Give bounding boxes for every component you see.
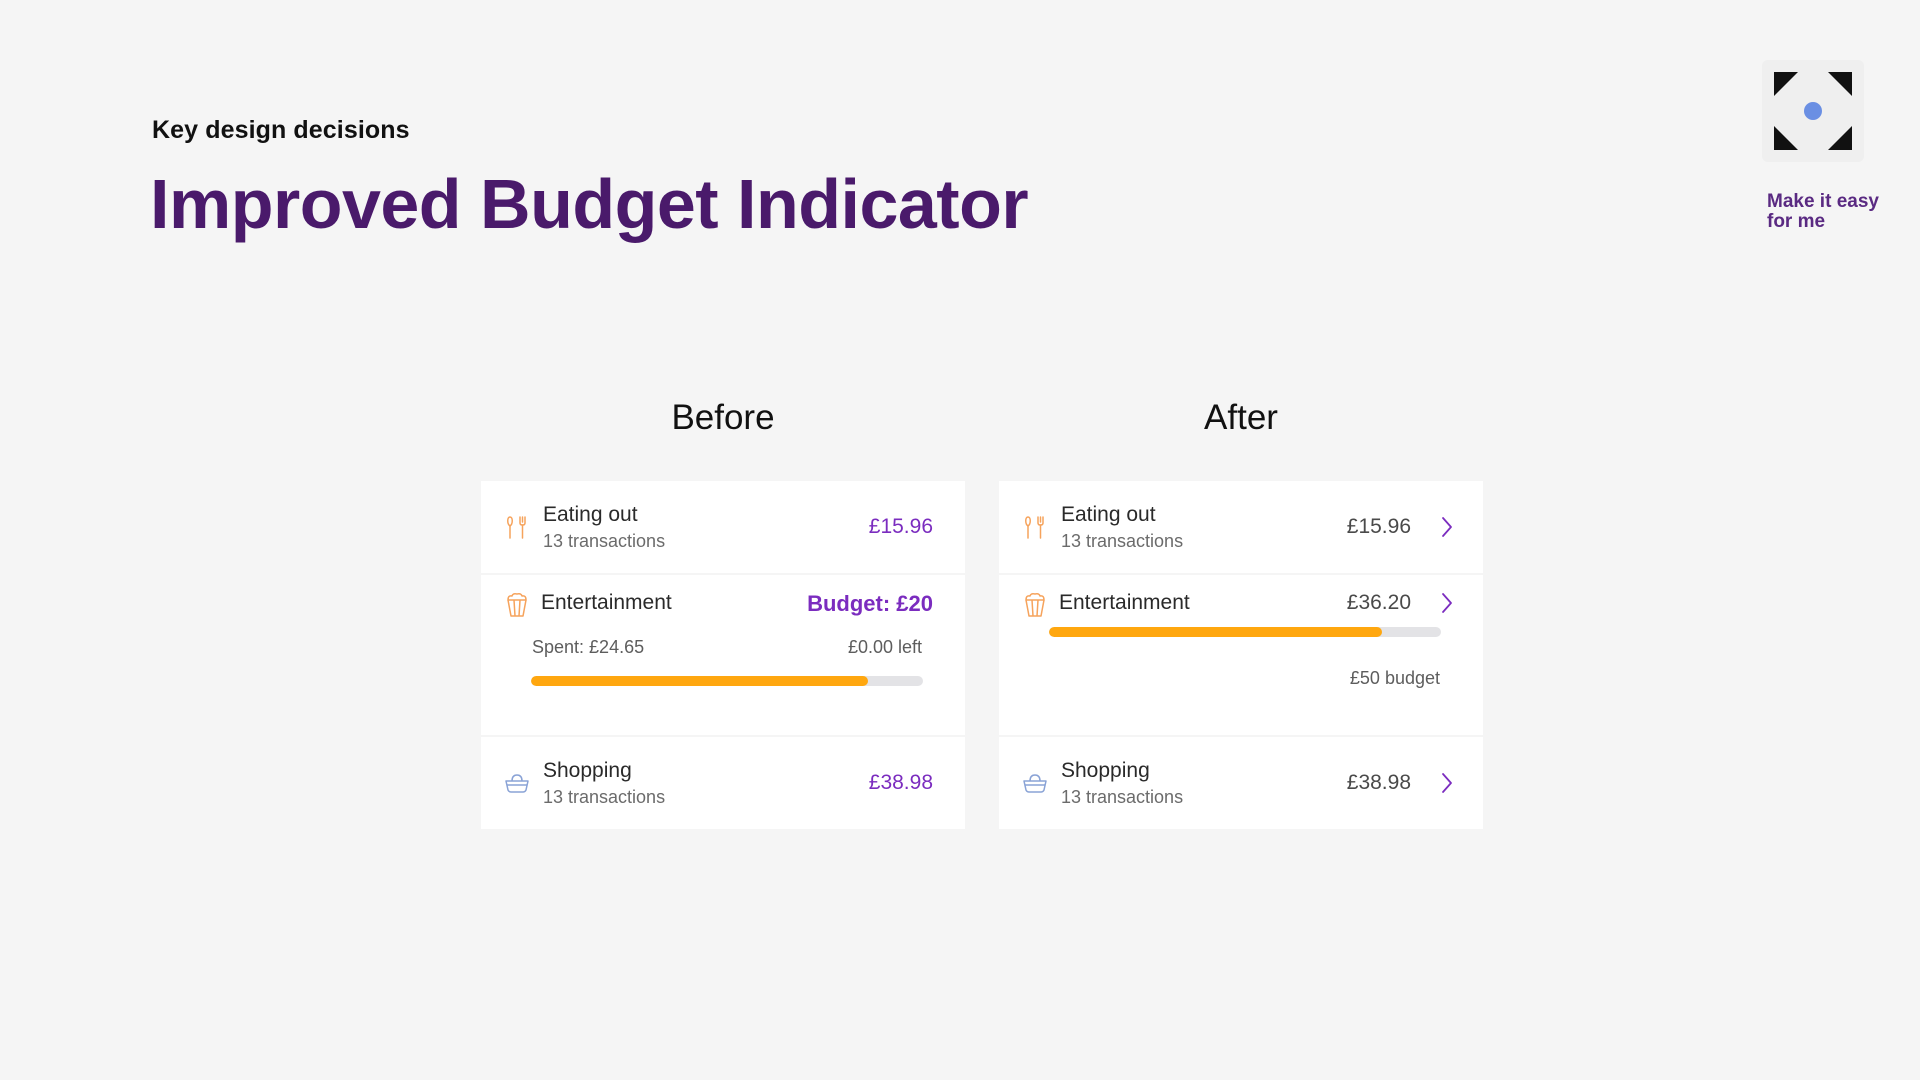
tagline-line-1: Make it easy	[1767, 191, 1879, 212]
budget-progress-fill	[1049, 627, 1383, 637]
basket-icon	[1021, 769, 1049, 797]
budget-amount: Budget: £20	[807, 591, 933, 616]
transaction-count: 13 transactions	[543, 531, 666, 551]
chevron-right-icon[interactable]	[1439, 591, 1455, 615]
transaction-count: 13 transactions	[1061, 787, 1184, 807]
eyebrow-text: Key design decisions	[152, 116, 410, 144]
category-row-eating-out[interactable]: Eating out 13 transactions £15.96	[481, 481, 965, 573]
category-row-eating-out[interactable]: Eating out 13 transactions £15.96	[999, 481, 1483, 573]
spent-amount: Spent: £24.65	[532, 637, 645, 657]
cutlery-icon	[503, 513, 531, 541]
before-panel: Eating out 13 transactions £15.96 Entert…	[481, 481, 965, 829]
category-row-shopping[interactable]: Shopping 13 transactions £38.98	[481, 737, 965, 829]
before-heading: Before	[671, 398, 775, 437]
brand-logo	[1762, 60, 1864, 162]
transaction-count: 13 transactions	[543, 787, 666, 807]
after-heading: After	[1204, 398, 1278, 437]
category-label: Eating out	[543, 503, 638, 526]
category-row-entertainment[interactable]: Entertainment Budget: £20 Spent: £24.65 …	[481, 575, 965, 735]
after-panel: Eating out 13 transactions £15.96 Entert…	[999, 481, 1483, 829]
popcorn-icon	[1021, 591, 1049, 619]
brand-tagline: Make it easy for me	[1767, 192, 1907, 232]
category-row-shopping[interactable]: Shopping 13 transactions £38.98	[999, 737, 1483, 829]
category-label: Eating out	[1061, 503, 1156, 526]
remaining-amount: £0.00 left	[847, 637, 922, 657]
category-amount: £38.98	[1346, 771, 1411, 794]
budget-progress-fill	[531, 676, 869, 686]
transaction-count: 13 transactions	[1061, 531, 1184, 551]
category-row-entertainment[interactable]: Entertainment £36.20 £50 budget	[999, 575, 1483, 735]
tagline-line-2: for me	[1767, 211, 1826, 232]
category-label: Shopping	[543, 759, 632, 782]
popcorn-icon	[503, 591, 531, 619]
cutlery-icon	[1021, 513, 1049, 541]
category-amount: £38.98	[868, 771, 933, 794]
chevron-right-icon[interactable]	[1439, 515, 1455, 539]
category-amount: £36.20	[1346, 591, 1411, 614]
category-amount: £15.96	[868, 515, 933, 538]
category-label: Entertainment	[541, 591, 672, 614]
category-amount: £15.96	[1346, 515, 1411, 538]
frame-dot-icon	[1774, 72, 1852, 150]
category-label: Entertainment	[1059, 591, 1190, 614]
page-title: Improved Budget Indicator	[150, 165, 1029, 243]
budget-progress-bar	[531, 676, 923, 686]
budget-note: £50 budget	[1349, 668, 1440, 688]
basket-icon	[503, 769, 531, 797]
chevron-right-icon[interactable]	[1439, 771, 1455, 795]
category-label: Shopping	[1061, 759, 1150, 782]
budget-progress-bar	[1049, 627, 1441, 637]
